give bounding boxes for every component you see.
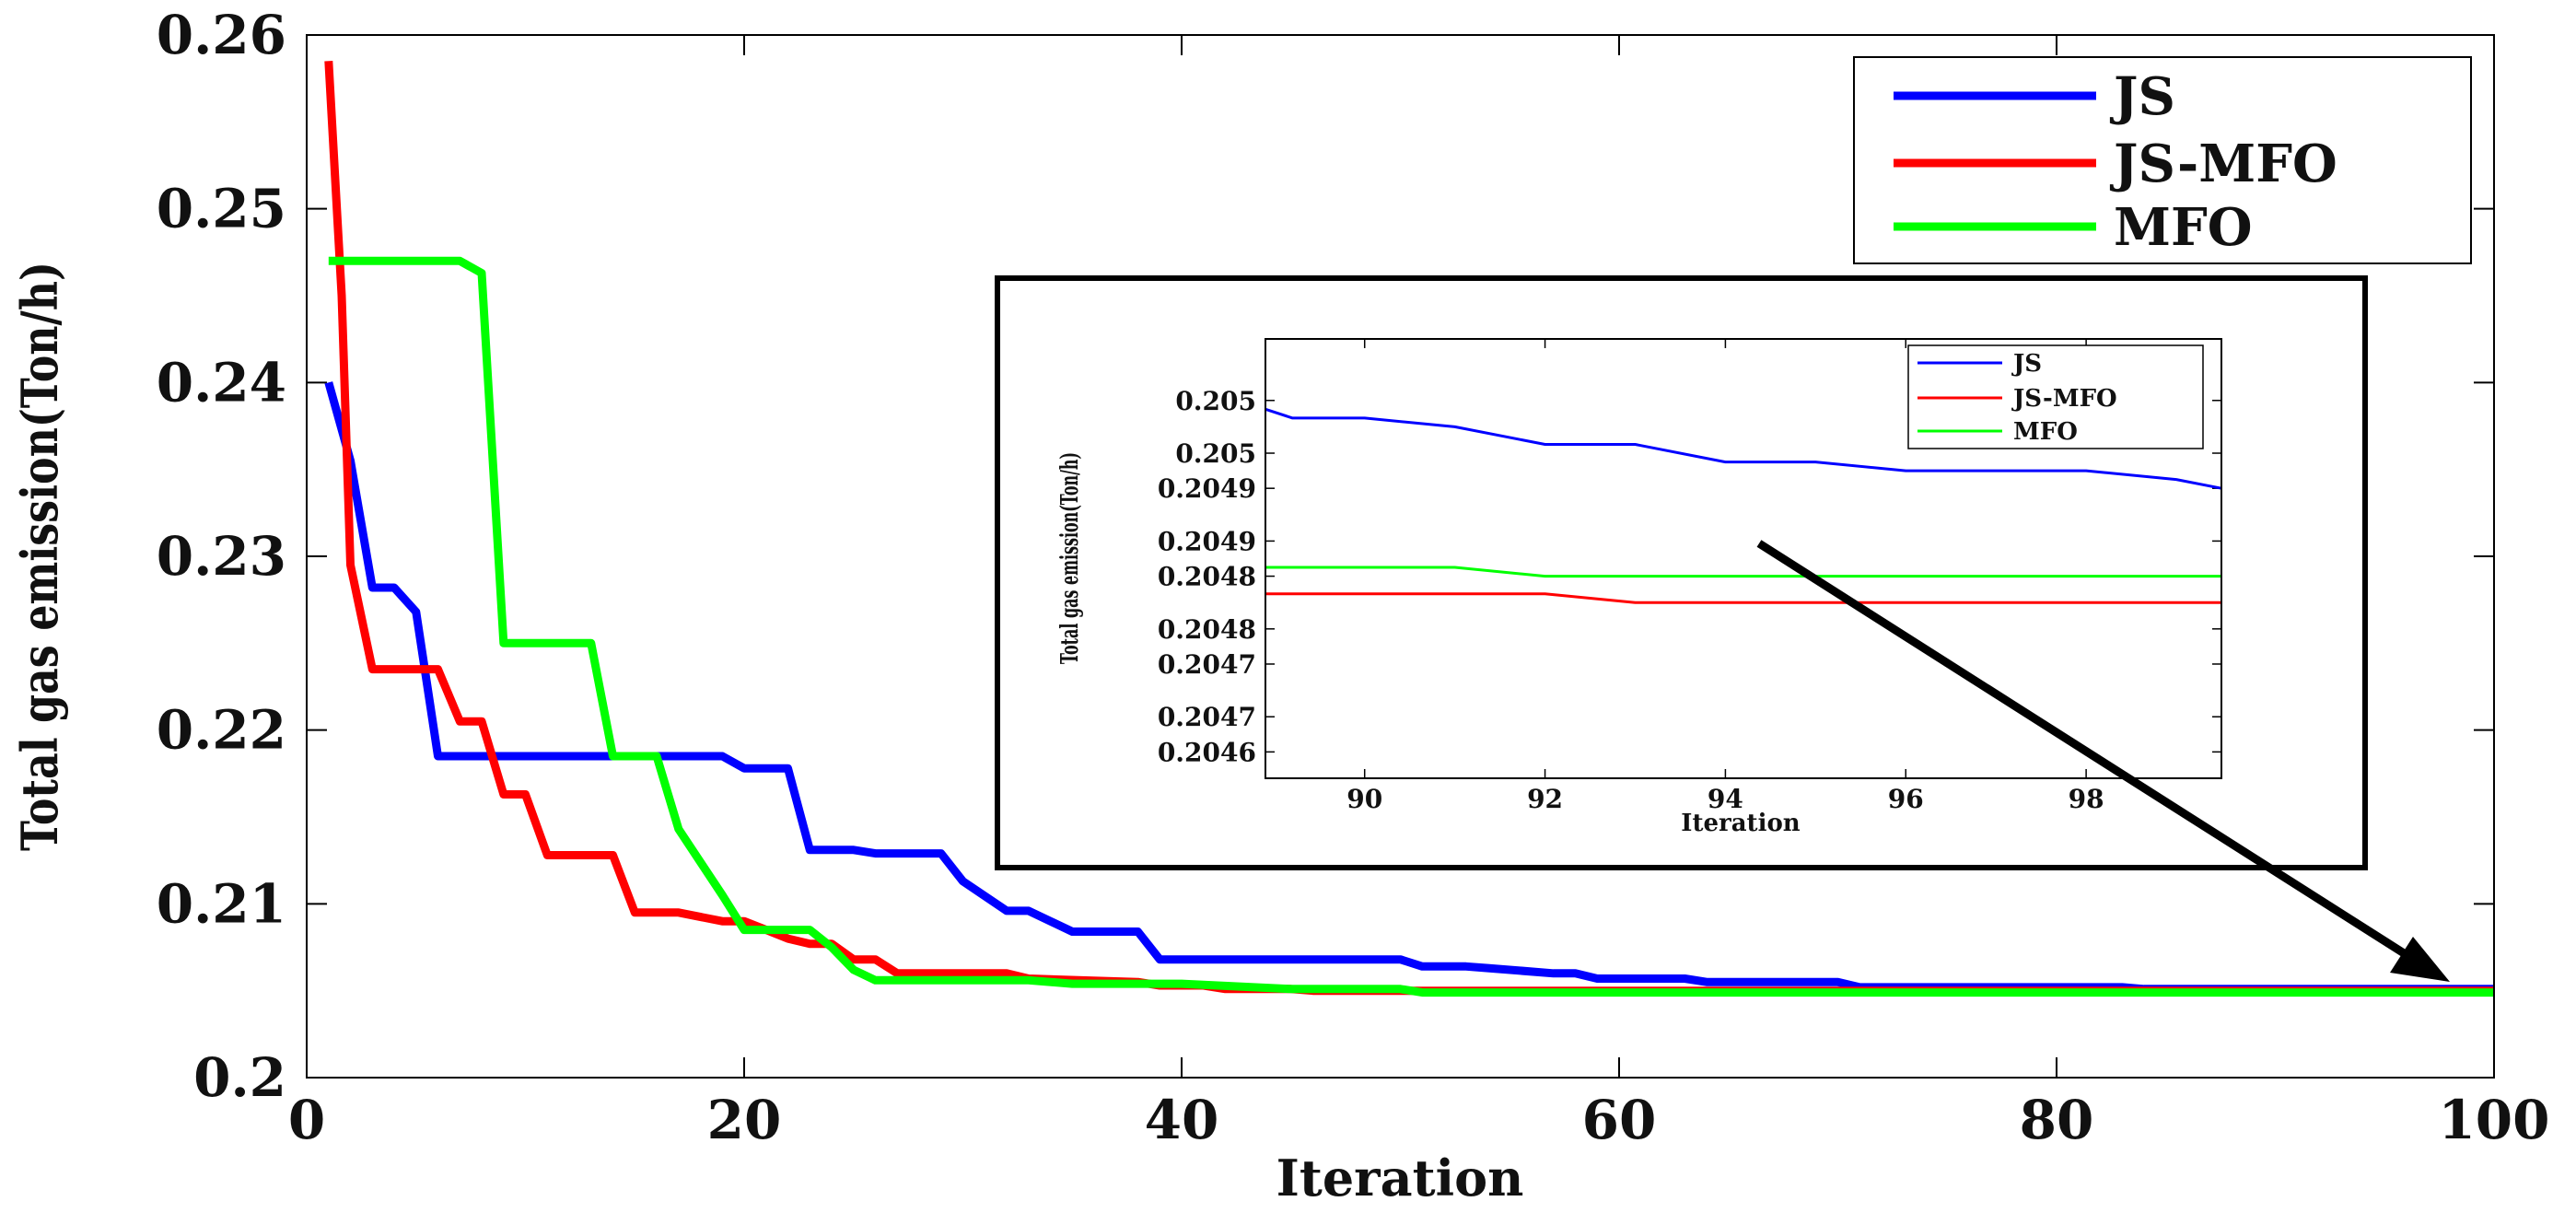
inset-y-tick-label: 0.205	[1175, 386, 1256, 416]
main-ticks: 0 20 40 60 80 100 0.2 0.21 0.22 0.23 0.24 0.25 0.26	[157, 4, 2550, 1151]
inset-y-tick-label: 0.2046	[1158, 737, 1256, 767]
inset-y-tick-label: 0.205	[1175, 438, 1256, 469]
inset-y-tick-label: 0.2048	[1158, 562, 1256, 592]
legend-label-js: JS	[2109, 66, 2175, 127]
inset-series-line-mfo	[1265, 566, 2221, 578]
inset-ticks: 90 92 94 96 98 0.2046 0.2047 0.2047 0.2048 0.2048…	[1158, 339, 2221, 814]
x-axis-title: Iteration	[1276, 1149, 1524, 1207]
x-tick-label: 0	[288, 1089, 325, 1151]
y-axis-title: Total gas emission(Ton/h)	[10, 262, 69, 851]
legend-label-js-mfo: JS-MFO	[2109, 134, 2337, 194]
inset-x-tick-label: 92	[1527, 784, 1563, 814]
inset-x-axis-title: Iteration	[1681, 810, 1800, 837]
inset-legend-label-mfo: MFO	[2013, 418, 2078, 446]
inset-legend-label-js: JS	[2011, 350, 2042, 378]
x-tick-label: 100	[2438, 1089, 2549, 1151]
inset-y-tick-label: 0.2047	[1158, 649, 1256, 680]
inset-x-tick-label: 90	[1346, 784, 1382, 814]
inset-x-tick-label: 96	[1888, 784, 1924, 814]
main-plot: 0 20 40 60 80 1000.20.210.220.230.240.250.26 …	[10, 4, 2550, 1207]
y-tick-label: 0.25	[157, 178, 286, 240]
inset-y-tick-label: 0.2048	[1158, 614, 1256, 645]
zoom-arrow-shaft	[1756, 540, 2414, 962]
x-tick-label: 80	[2020, 1089, 2094, 1151]
y-tick-label: 0.26	[157, 4, 286, 66]
main-series	[324, 61, 2494, 997]
y-tick-label: 0.21	[157, 872, 286, 935]
y-tick-label: 0.2	[193, 1046, 286, 1109]
inset-legend: JS JS-MFO MFO	[1907, 344, 2204, 449]
zoom-arrow-head	[2390, 937, 2450, 982]
inset-series	[1265, 407, 2222, 604]
zoom-inset-panel: 90 92 94 96 98 0.2046 0.2047 0.2047 0.2048 0.2048…	[995, 275, 2368, 870]
y-tick-label: 0.24	[157, 351, 286, 414]
inset-y-tick-label: 0.2047	[1158, 702, 1256, 732]
inset-series-line-js-mfo	[1265, 592, 2221, 604]
inset-legend-label-js-mfo: JS-MFO	[2011, 385, 2117, 413]
series-line-js	[324, 381, 2494, 994]
inset-y-axis-title: Total gas emission(Ton/h)	[1056, 452, 1084, 664]
main-axes-frame	[306, 34, 2495, 1079]
y-tick-label: 0.23	[157, 525, 286, 588]
inset-y-tick-label: 0.2049	[1158, 473, 1256, 504]
y-tick-label: 0.22	[157, 699, 286, 762]
x-tick-label: 20	[707, 1089, 782, 1151]
inset-series-line-js	[1265, 407, 2222, 490]
zoom-pointer-arrow	[1756, 540, 2450, 982]
main-legend: JS JS-MFO MFO	[1853, 56, 2472, 264]
inset-y-tick-label: 0.2049	[1158, 526, 1256, 556]
x-tick-label: 60	[1582, 1089, 1657, 1151]
inset-x-tick-label: 98	[2069, 784, 2104, 814]
x-tick-label: 40	[1145, 1089, 1219, 1151]
legend-label-mfo: MFO	[2114, 197, 2253, 258]
series-line-mfo	[328, 256, 2494, 997]
inset-axes-frame	[1265, 338, 2222, 779]
inset-x-tick-label: 94	[1708, 784, 1743, 814]
